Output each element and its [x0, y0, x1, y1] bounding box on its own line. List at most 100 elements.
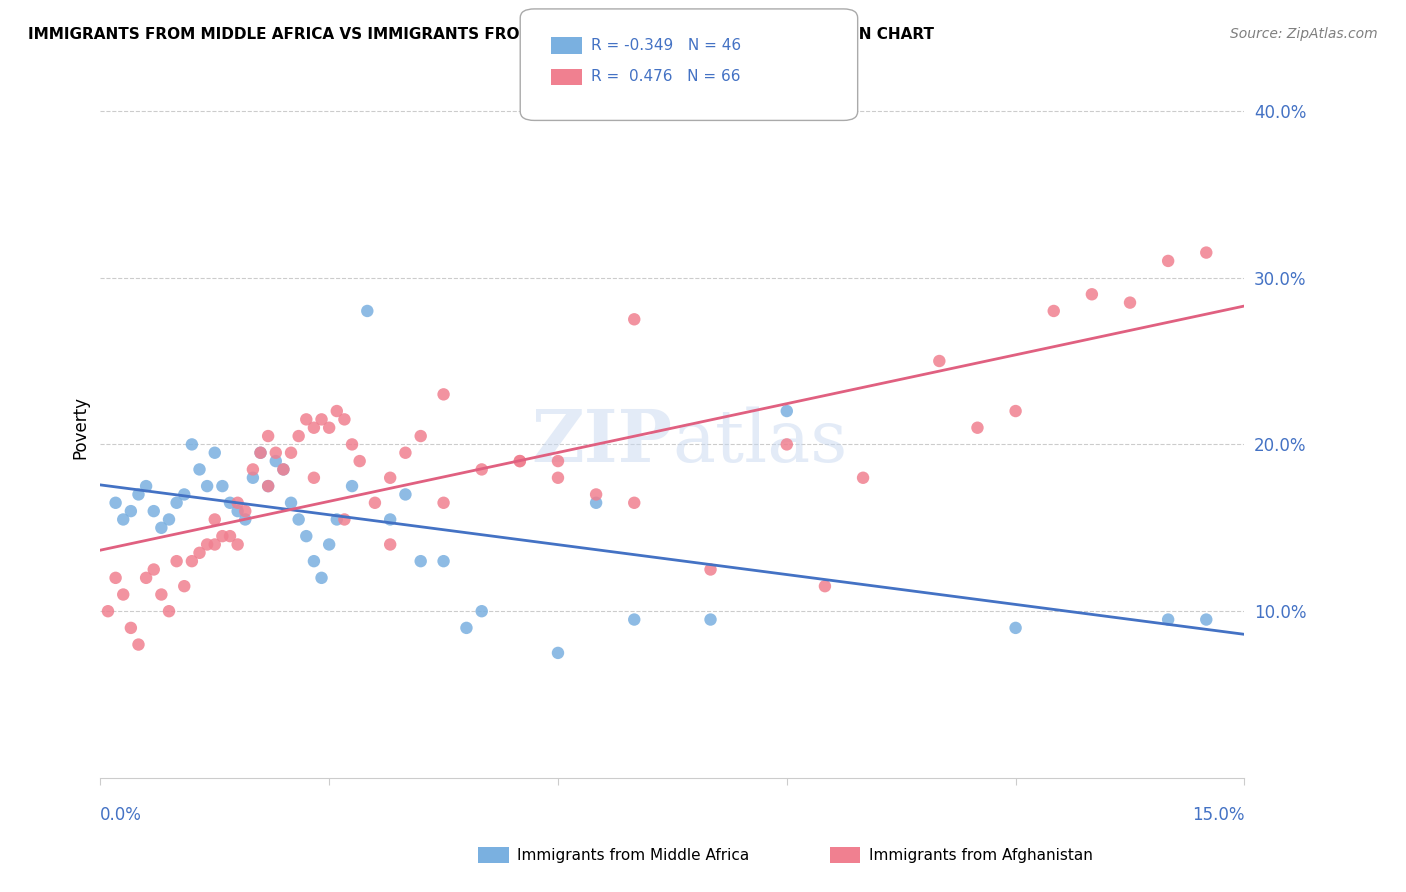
Point [380, 537, 402, 551]
Point [380, 471, 402, 485]
Point [585, 496, 607, 510]
Point [204, 446, 226, 460]
Point [226, 496, 249, 510]
Point [280, 496, 302, 510]
Point [204, 512, 226, 526]
Point [1195, 613, 1218, 627]
Point [1157, 613, 1180, 627]
Point [135, 571, 157, 585]
Point [364, 496, 387, 510]
Point [195, 537, 218, 551]
Point [127, 487, 149, 501]
Point [394, 446, 416, 460]
Point [104, 571, 127, 585]
Point [302, 421, 325, 435]
Point [188, 462, 211, 476]
Point [249, 446, 271, 460]
Point [180, 437, 202, 451]
Point [257, 429, 280, 443]
Point [120, 504, 142, 518]
Point [104, 496, 127, 510]
Point [157, 512, 180, 526]
Point [326, 512, 349, 526]
Point [233, 512, 256, 526]
Point [585, 487, 607, 501]
Point [318, 537, 340, 551]
Point [699, 562, 721, 576]
Point [180, 554, 202, 568]
Point [409, 554, 432, 568]
Point [166, 496, 188, 510]
Point [1042, 304, 1064, 318]
Point [173, 579, 195, 593]
Point [242, 471, 264, 485]
Point [471, 604, 494, 618]
Point [394, 487, 416, 501]
Point [547, 646, 569, 660]
Point [349, 454, 371, 468]
Point [776, 437, 799, 451]
Text: Immigrants from Middle Africa: Immigrants from Middle Africa [517, 848, 749, 863]
Point [623, 613, 645, 627]
Point [509, 454, 531, 468]
Point [547, 471, 569, 485]
Point [287, 512, 309, 526]
Point [233, 504, 256, 518]
Point [1157, 254, 1180, 268]
Point [326, 404, 349, 418]
Point [776, 404, 799, 418]
Text: Immigrants from Afghanistan: Immigrants from Afghanistan [869, 848, 1092, 863]
Point [142, 562, 165, 576]
Point [340, 437, 363, 451]
Point [1004, 621, 1026, 635]
Point [257, 479, 280, 493]
Point [188, 546, 211, 560]
Point [1119, 295, 1142, 310]
Point [380, 512, 402, 526]
Point [547, 454, 569, 468]
Point [1004, 404, 1026, 418]
Point [409, 429, 432, 443]
Point [1195, 245, 1218, 260]
Point [264, 454, 287, 468]
Point [166, 554, 188, 568]
Point [211, 529, 233, 543]
Point [623, 496, 645, 510]
Text: atlas: atlas [672, 407, 848, 477]
Point [432, 554, 454, 568]
Point [242, 462, 264, 476]
Point [311, 412, 333, 426]
Point [432, 387, 454, 401]
Point [280, 446, 302, 460]
Point [142, 504, 165, 518]
Point [112, 512, 135, 526]
Point [219, 529, 242, 543]
Point [150, 588, 173, 602]
Point [273, 462, 295, 476]
Point [852, 471, 875, 485]
Point [249, 446, 271, 460]
Point [295, 529, 318, 543]
Point [340, 479, 363, 493]
Text: R = -0.349   N = 46: R = -0.349 N = 46 [591, 38, 741, 53]
Point [456, 621, 478, 635]
Point [333, 412, 356, 426]
Text: R =  0.476   N = 66: R = 0.476 N = 66 [591, 70, 740, 84]
Point [432, 496, 454, 510]
Text: 0.0%: 0.0% [100, 806, 142, 824]
Point [219, 496, 242, 510]
Point [135, 479, 157, 493]
Point [623, 312, 645, 326]
Point [966, 421, 988, 435]
Point [273, 462, 295, 476]
Point [302, 554, 325, 568]
Point [226, 504, 249, 518]
Point [302, 471, 325, 485]
Point [204, 537, 226, 551]
Point [112, 588, 135, 602]
Point [509, 454, 531, 468]
Point [471, 462, 494, 476]
Point [150, 521, 173, 535]
Point [97, 604, 120, 618]
Point [127, 638, 149, 652]
